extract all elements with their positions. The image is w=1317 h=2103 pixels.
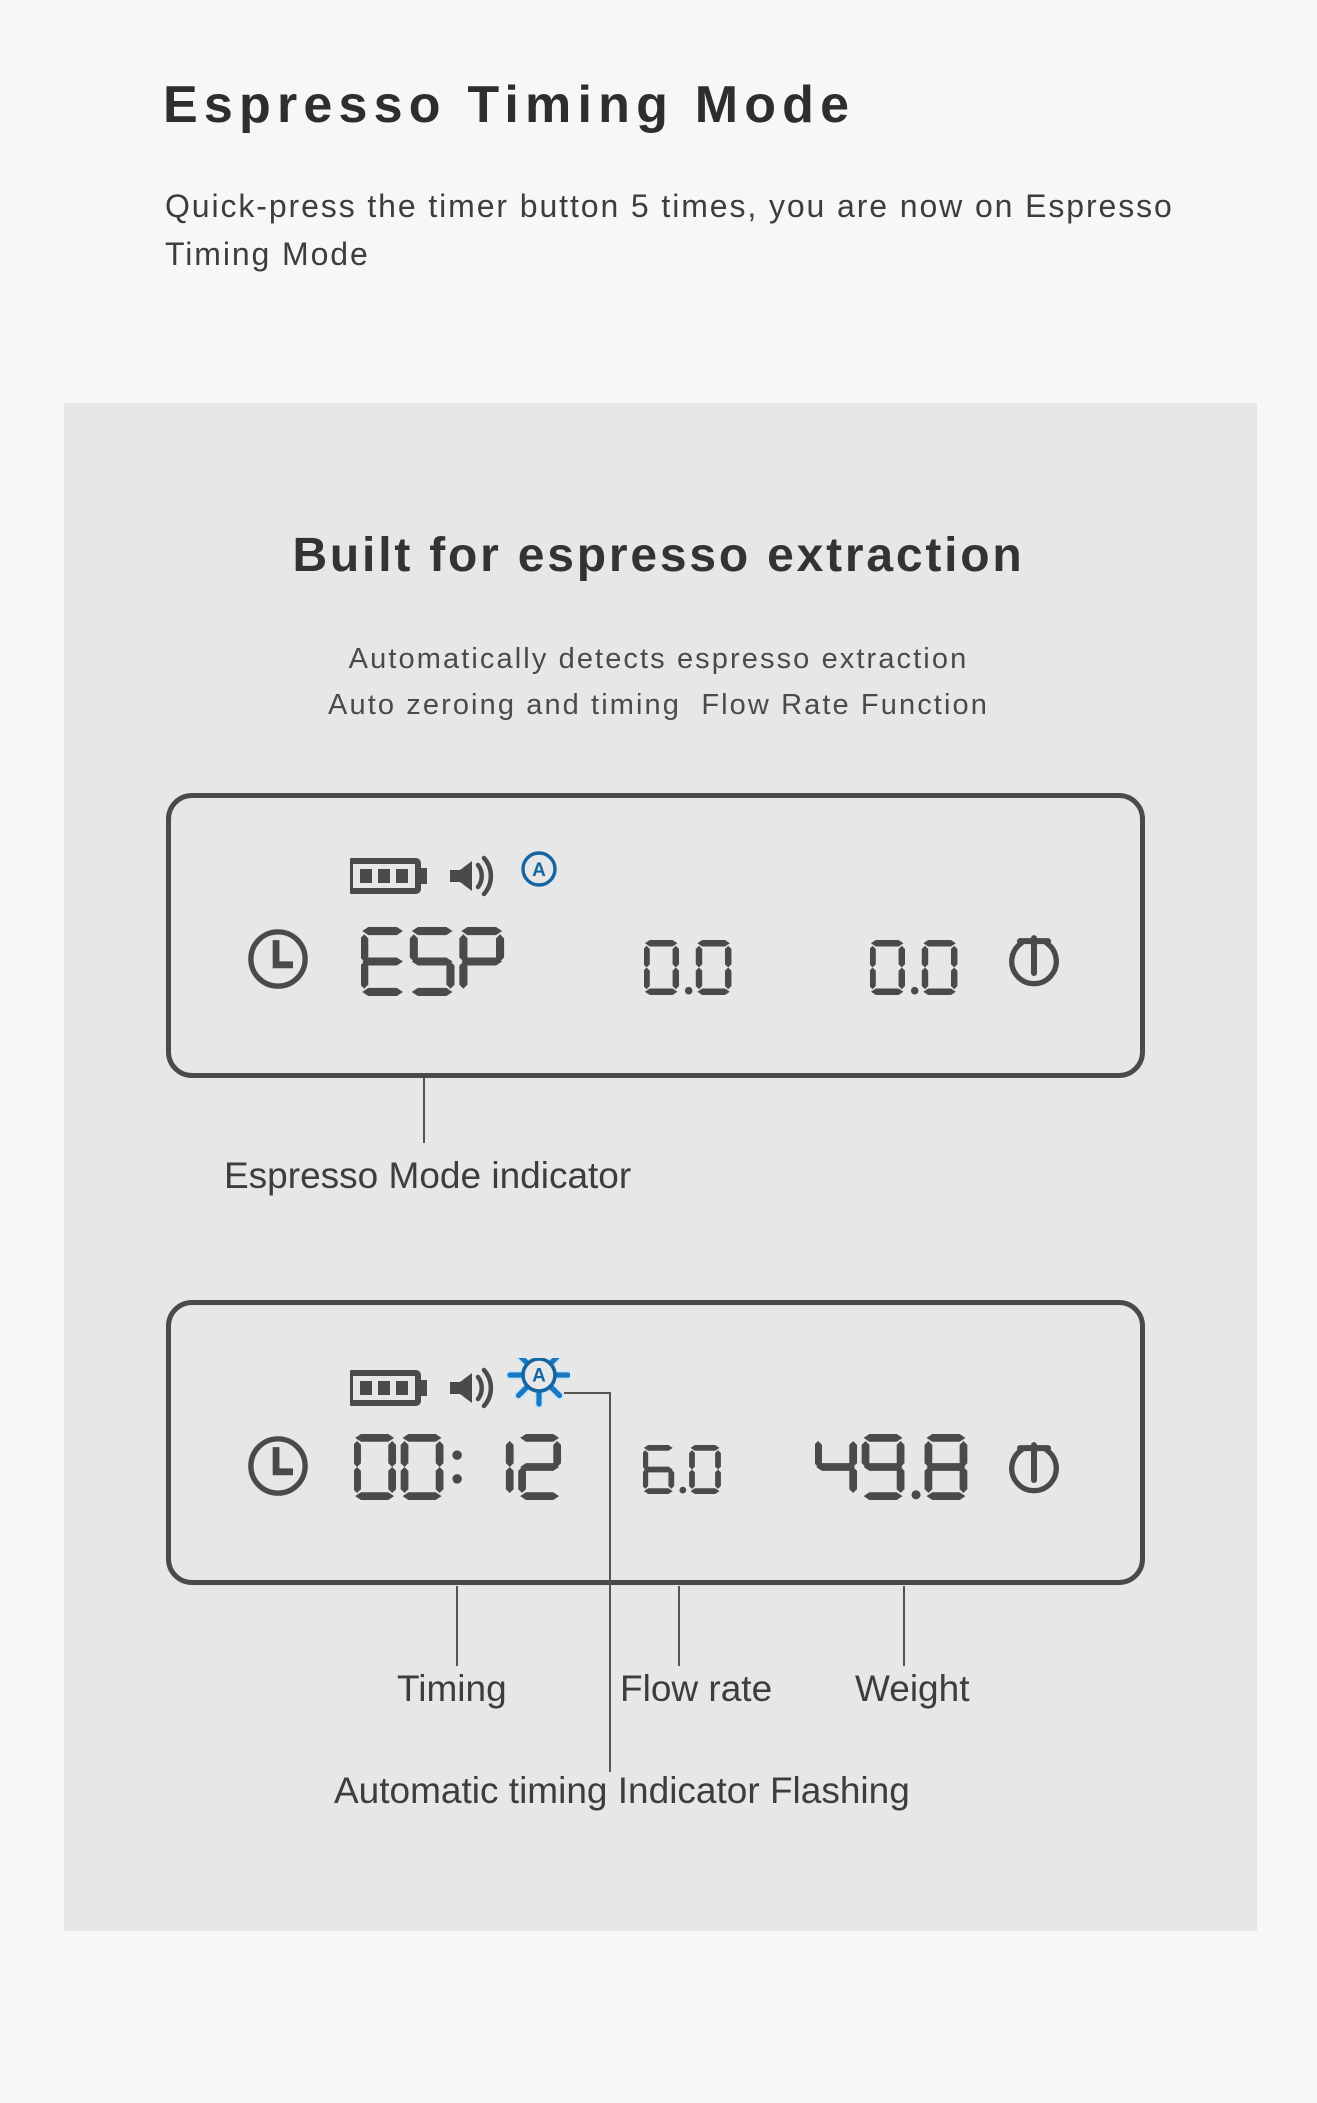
svg-text:A: A	[532, 1366, 546, 1387]
svg-text:A: A	[532, 860, 546, 881]
